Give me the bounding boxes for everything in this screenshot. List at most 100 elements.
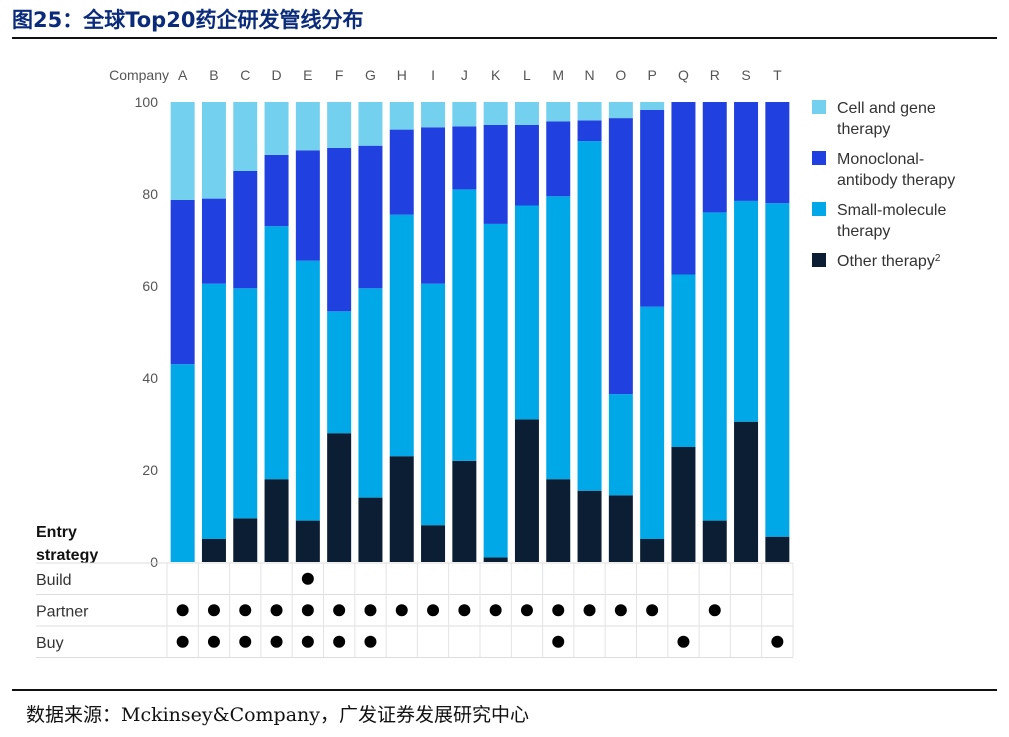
legend-label: Small-molecule	[837, 202, 946, 219]
bar-segment	[201, 283, 226, 539]
legend-label: therapy	[837, 223, 890, 240]
y-tick-label: 100	[135, 94, 159, 110]
bar-segment	[577, 490, 602, 562]
category-label: G	[365, 67, 376, 83]
strategy-dot	[427, 604, 440, 617]
category-label: M	[552, 67, 564, 83]
y-tick-label: 20	[142, 462, 158, 478]
bar-segment	[295, 520, 320, 562]
bar-segment	[201, 102, 226, 199]
bar-segment	[264, 102, 289, 155]
category-label: R	[710, 67, 720, 83]
bar-segment	[389, 129, 414, 215]
strategy-dot	[771, 635, 784, 648]
company-header: Company	[109, 67, 169, 83]
bar-segment	[483, 125, 508, 224]
bar-segment	[358, 145, 383, 289]
bar-segment	[421, 525, 446, 562]
y-tick-label: 0	[150, 554, 158, 570]
bar-segment	[295, 102, 320, 151]
bar-segment	[452, 102, 477, 127]
bar-segment	[483, 557, 508, 562]
category-label: O	[615, 67, 626, 83]
y-tick-label: 40	[142, 370, 158, 386]
bar-segment	[358, 497, 383, 562]
bar-segment	[327, 102, 352, 148]
bar-segment	[734, 200, 759, 422]
bar-segment	[327, 148, 352, 312]
bar-segment	[671, 447, 696, 562]
bar-segment	[514, 102, 539, 125]
bar-segment	[546, 102, 571, 122]
y-tick-label: 80	[142, 186, 158, 202]
bar-segment	[514, 125, 539, 206]
entry-strategy-heading-line1: Entry	[36, 524, 77, 541]
bar-segment	[671, 102, 696, 275]
strategy-dot	[364, 635, 377, 648]
bar-segment	[421, 127, 446, 284]
bar-segment	[702, 102, 727, 213]
bar-segment	[170, 364, 195, 562]
strategy-dot	[489, 604, 502, 617]
strategy-dot	[333, 604, 346, 617]
bar-segment	[201, 198, 226, 284]
category-label: P	[647, 67, 656, 83]
bar-segment	[452, 460, 477, 562]
bar-segment	[170, 199, 195, 365]
bar-segment	[608, 118, 633, 395]
strategy-dot	[239, 635, 252, 648]
category-label: K	[491, 67, 501, 83]
bar-segment	[577, 102, 602, 121]
strategy-dot	[301, 604, 314, 617]
bar-segment	[327, 433, 352, 562]
bar-segment	[389, 456, 414, 562]
category-label: Q	[678, 67, 689, 83]
strategy-row-label: Buy	[36, 635, 64, 652]
bar-segment	[389, 102, 414, 130]
legend-label: Other therapy2	[837, 253, 941, 271]
bar-segment	[640, 109, 665, 307]
bar-segment	[233, 171, 258, 289]
bar-segment	[327, 311, 352, 434]
bar-segment	[546, 479, 571, 562]
strategy-dot	[614, 604, 627, 617]
entry-strategy-heading-line2: strategy	[36, 547, 98, 564]
strategy-row-label: Partner	[36, 603, 89, 620]
bar-segment	[514, 205, 539, 420]
strategy-dot	[176, 635, 189, 648]
strategy-dot	[583, 604, 596, 617]
strategy-dot	[364, 604, 377, 617]
bar-segment	[577, 141, 602, 491]
bar-segment	[201, 539, 226, 562]
strategy-dot	[207, 604, 220, 617]
strategy-dot	[646, 604, 659, 617]
figure-title: 图25：全球Top20药企研发管线分布	[12, 8, 364, 32]
legend-swatch	[812, 100, 826, 114]
strategy-dot	[176, 604, 189, 617]
bar-segment	[702, 520, 727, 562]
category-label: F	[335, 67, 344, 83]
bar-segment	[640, 102, 665, 110]
legend-swatch	[812, 253, 826, 267]
bar-segment	[765, 536, 790, 562]
bar-segment	[514, 419, 539, 562]
legend-swatch	[812, 202, 826, 216]
category-label: E	[303, 67, 312, 83]
legend-swatch	[812, 151, 826, 165]
strategy-dot	[301, 572, 314, 585]
category-label: A	[178, 67, 188, 83]
bar-segment	[483, 102, 508, 125]
bar-segment	[546, 121, 571, 197]
category-label: S	[741, 67, 750, 83]
bar-segment	[170, 102, 195, 200]
bar-segment	[765, 102, 790, 204]
legend-label: antibody therapy	[837, 172, 955, 189]
category-label: C	[240, 67, 250, 83]
strategy-dot	[552, 635, 565, 648]
bar-segment	[264, 226, 289, 480]
bar-segment	[608, 102, 633, 119]
bar-segment	[421, 102, 446, 128]
stacked-bar-chart: Company A B C D E F G H I J K L M N O P Q R S T 0 20 40 60 80 100 E…	[36, 67, 955, 658]
bar-segment	[671, 274, 696, 447]
legend-footnote-marker: 2	[935, 253, 941, 264]
